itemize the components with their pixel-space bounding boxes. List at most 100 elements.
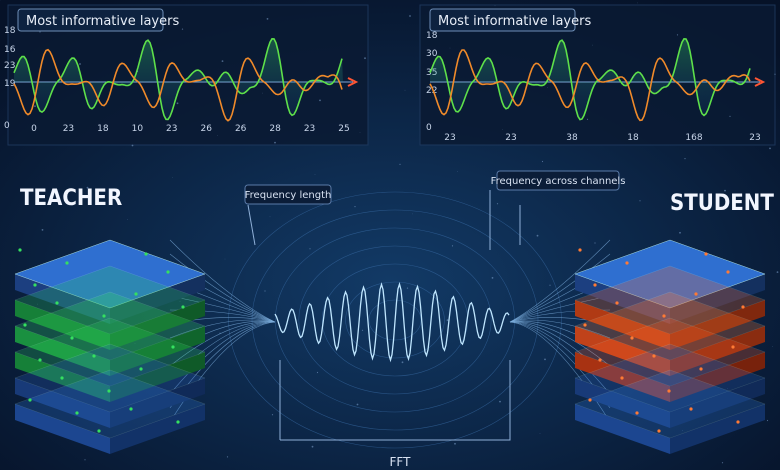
node: [33, 283, 37, 287]
x-tick-label: 168: [685, 133, 702, 143]
node: [699, 367, 703, 371]
x-tick-label: 10: [132, 124, 144, 134]
star: [309, 248, 311, 250]
star: [491, 277, 494, 279]
title-box: [17, 8, 164, 32]
star: [766, 419, 769, 422]
node: [741, 305, 745, 309]
star: [409, 15, 411, 17]
slab-right: [670, 352, 765, 402]
slab-top: [14, 343, 206, 413]
node: [620, 376, 624, 380]
star: [131, 144, 134, 147]
node: [598, 358, 602, 362]
star: [549, 284, 551, 286]
star: [451, 245, 454, 247]
fan-line: [169, 295, 276, 323]
star: [399, 163, 401, 165]
slab-right: [110, 352, 205, 402]
fan-line: [169, 321, 276, 367]
slab-right: [110, 404, 205, 454]
star: [457, 171, 458, 172]
star: [401, 361, 404, 364]
node: [689, 407, 693, 411]
star: [679, 231, 681, 234]
node: [129, 407, 133, 411]
star: [729, 115, 731, 117]
star: [631, 76, 634, 78]
node: [65, 261, 69, 265]
node: [18, 248, 22, 252]
node: [181, 305, 185, 309]
y-tick-label: 19: [4, 79, 16, 89]
slab-left: [575, 404, 670, 454]
slab-left: [15, 404, 110, 454]
ring: [298, 245, 492, 395]
star: [34, 105, 36, 108]
node: [652, 354, 656, 358]
node: [704, 252, 708, 256]
star: [84, 459, 86, 461]
slab-top: [14, 265, 206, 335]
star: [412, 213, 413, 215]
slab-right: [670, 404, 765, 454]
x-tick-label: 23: [749, 133, 760, 143]
star: [364, 57, 366, 60]
star: [127, 219, 128, 220]
x-tick-label: 26: [200, 124, 212, 134]
slab-left: [15, 326, 110, 376]
frequency-across-channels-label: Frequency across channels: [491, 176, 626, 187]
fan-line: [509, 295, 611, 323]
star: [181, 28, 184, 30]
fan-line: [169, 253, 276, 323]
star: [544, 358, 546, 361]
star: [406, 287, 409, 289]
slab-top: [574, 265, 766, 335]
star: [682, 430, 683, 432]
star: [499, 400, 501, 403]
y-tick-label: 30: [426, 49, 438, 59]
x-tick-label: 26: [235, 124, 247, 134]
slab-right: [110, 274, 205, 324]
arrow: [347, 77, 359, 87]
x-tick-label: 25: [338, 124, 349, 134]
wave-green: [13, 37, 343, 121]
x-tick-label: 23: [63, 124, 74, 134]
node: [578, 248, 582, 252]
node: [176, 420, 180, 424]
star: [361, 329, 364, 331]
slab-top: [574, 239, 766, 309]
star: [727, 388, 728, 389]
fft-wave: [274, 281, 510, 363]
star: [224, 258, 226, 260]
star: [37, 303, 38, 305]
x-tick-label: 18: [627, 133, 639, 143]
star: [769, 147, 771, 150]
slab-left: [575, 274, 670, 324]
fft-label: FFT: [390, 455, 412, 469]
node: [583, 323, 587, 327]
star: [721, 462, 724, 464]
star: [772, 346, 773, 347]
star: [454, 442, 456, 445]
star: [314, 174, 316, 175]
node: [171, 345, 175, 349]
slab-right: [110, 300, 205, 350]
y-tick-label: 0: [426, 123, 432, 133]
frequency-length-label: Frequency length: [245, 190, 332, 201]
y-tick-label: 16: [4, 45, 16, 55]
star: [541, 160, 544, 163]
star: [547, 87, 548, 88]
x-tick-label: 23: [304, 124, 315, 134]
wave-orange: [13, 48, 343, 122]
fan-line: [509, 321, 611, 367]
slab-right: [670, 300, 765, 350]
node: [667, 389, 671, 393]
chart-panel: Most informative layers18303522023233818…: [419, 4, 776, 146]
slab-left: [15, 274, 110, 324]
node: [731, 345, 735, 349]
star: [124, 20, 126, 23]
slab-top: [14, 317, 206, 387]
node: [144, 252, 148, 256]
node: [134, 292, 138, 296]
